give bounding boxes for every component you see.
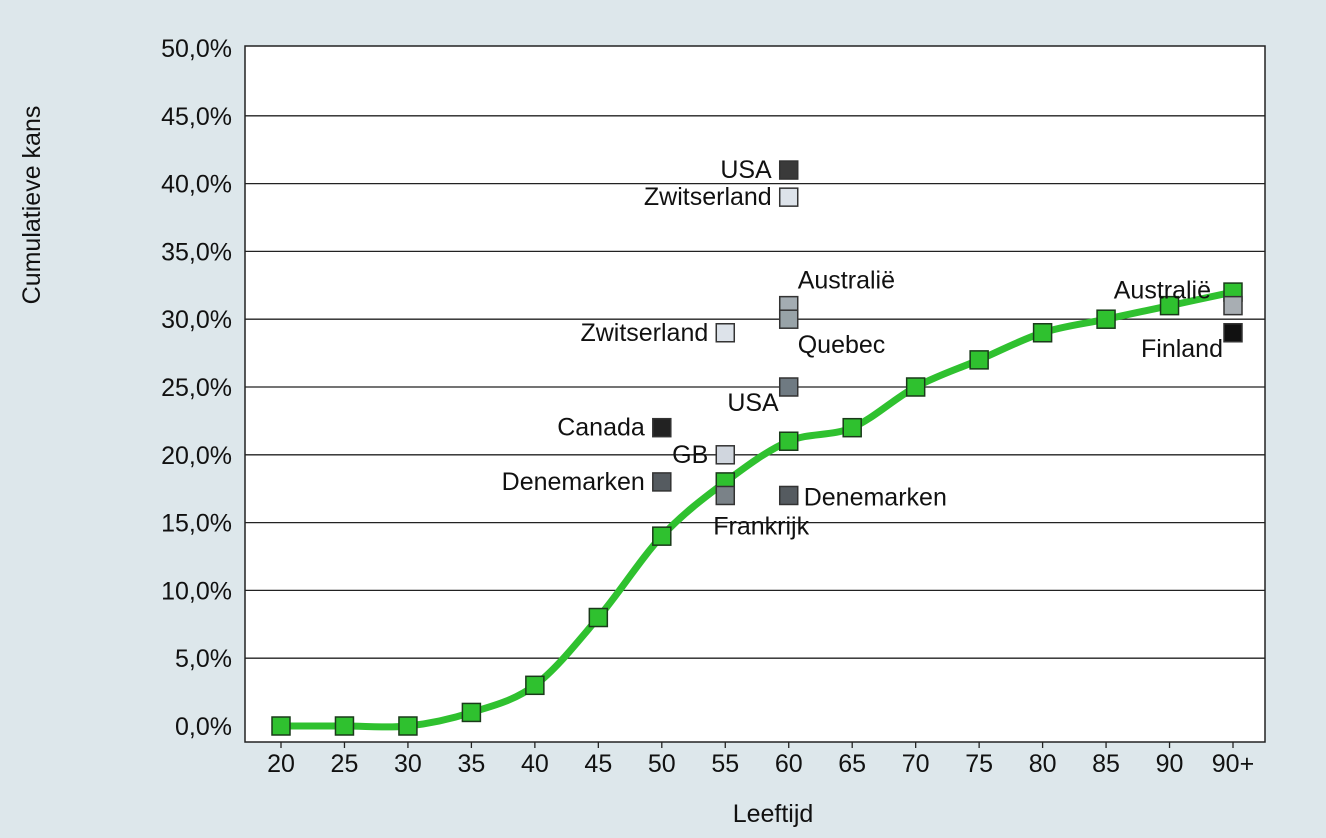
data-point — [842, 417, 862, 438]
y-tick-label: 35,0% — [161, 238, 232, 266]
data-point — [271, 716, 291, 736]
x-tick-label: 90 — [1156, 750, 1184, 778]
annotation-marker — [652, 472, 672, 492]
y-tick-label: 5,0% — [175, 645, 232, 673]
x-tick-label: 20 — [267, 750, 295, 778]
x-tick-label: 85 — [1092, 750, 1120, 778]
data-point — [1159, 295, 1180, 316]
y-tick-label: 20,0% — [161, 442, 232, 470]
annotation-label: Australië — [1114, 277, 1211, 305]
y-tick-label: 50,0% — [161, 35, 232, 63]
annotation-marker — [715, 445, 736, 465]
series-line — [280, 288, 1234, 731]
y-tick-label: 15,0% — [161, 510, 232, 538]
x-tick-label: 60 — [775, 750, 803, 778]
annotation-label: USA — [720, 156, 772, 184]
y-tick-labels: 0,0% 5,0% 10,0% 15,0% 20,0% 25,0% 30,0% 35,0% 40… — [161, 35, 232, 741]
annotation-label: Frankrijk — [713, 512, 809, 540]
x-tick-label: 55 — [711, 750, 739, 778]
data-point — [398, 716, 418, 736]
annotation-label: GB — [672, 441, 708, 469]
annotation-marker — [1223, 295, 1243, 316]
x-tick-label: 40 — [521, 750, 549, 778]
annotation-marker — [778, 187, 799, 207]
annotation-label: Canada — [557, 414, 645, 442]
x-tick-label: 80 — [1029, 750, 1057, 778]
x-tick-label: 45 — [584, 750, 612, 778]
plot-area — [244, 45, 1266, 743]
x-tick-label: 65 — [838, 750, 866, 778]
annotation-label: Zwitserland — [580, 319, 708, 347]
annotation-marker — [778, 377, 799, 397]
data-point — [334, 716, 355, 736]
annotation-label: Quebec — [798, 331, 886, 359]
annotation-marker — [715, 485, 736, 506]
annotation-label: Australië — [798, 267, 895, 295]
annotation-marker — [778, 309, 799, 329]
x-tick-label: 25 — [331, 750, 359, 778]
annotations-layer: USAZwitserlandAustraliëQuebecZwitserland… — [502, 156, 1243, 540]
series-layer — [271, 282, 1243, 736]
annotation-label: Denemarken — [804, 483, 947, 511]
y-axis-title: Cumulatieve kans — [18, 106, 46, 305]
x-tick-label: 75 — [965, 750, 993, 778]
data-point — [778, 431, 799, 451]
y-tick-label: 10,0% — [161, 577, 232, 605]
annotation-marker — [652, 417, 672, 438]
annotation-label: USA — [727, 389, 779, 417]
annotation-marker — [1223, 323, 1243, 343]
data-point — [1032, 323, 1053, 343]
data-point — [969, 350, 989, 370]
x-axis-title: Leeftijd — [733, 800, 814, 828]
y-tick-label: 45,0% — [161, 103, 232, 131]
data-point — [905, 377, 926, 397]
data-point — [588, 607, 609, 628]
annotation-marker — [715, 323, 736, 343]
x-tick-label: 90+ — [1212, 750, 1254, 778]
data-point — [1096, 309, 1116, 329]
data-point — [652, 526, 672, 546]
y-tick-label: 25,0% — [161, 374, 232, 402]
x-tick-label: 50 — [648, 750, 676, 778]
y-tick-label: 40,0% — [161, 171, 232, 199]
x-tick-label: 30 — [394, 750, 422, 778]
annotation-label: Zwitserland — [644, 183, 772, 211]
annotation-marker — [778, 160, 799, 180]
x-tick-label: 35 — [457, 750, 485, 778]
data-point — [525, 675, 545, 696]
annotation-label: Finland — [1141, 335, 1223, 363]
y-tick-label: 30,0% — [161, 306, 232, 334]
y-tick-label: 0,0% — [175, 713, 232, 741]
annotation-marker — [778, 485, 799, 506]
x-tick-label: 70 — [902, 750, 930, 778]
x-tick-labels: 20 25 30 35 40 45 50 55 60 65 70 75 80 85 90 90+ — [267, 742, 1254, 778]
annotation-label: Denemarken — [502, 468, 645, 496]
data-point — [461, 702, 482, 723]
